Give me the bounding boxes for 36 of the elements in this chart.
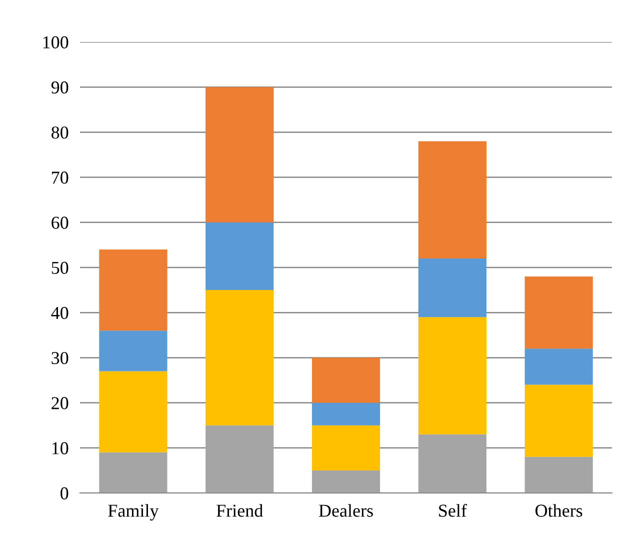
bar xyxy=(418,434,486,493)
y-tick-label: 80 xyxy=(52,126,68,139)
bar xyxy=(524,384,593,457)
bar xyxy=(418,258,486,318)
bar xyxy=(312,470,380,493)
y-tick-label: 0 xyxy=(60,487,68,500)
y-tick-label: 20 xyxy=(52,397,68,410)
x-tick-label: Friend xyxy=(216,504,263,517)
bar xyxy=(312,425,380,470)
bar xyxy=(99,249,168,331)
y-tick-label: 60 xyxy=(52,216,68,229)
y-tick-label: 90 xyxy=(51,81,68,94)
y-tick-label: 100 xyxy=(43,36,68,48)
bar xyxy=(206,290,274,426)
bar xyxy=(524,348,593,385)
bar xyxy=(418,317,486,434)
y-tick-label: 50 xyxy=(52,262,68,274)
y-tick-label: 70 xyxy=(52,172,68,184)
y-tick-label: 10 xyxy=(52,442,68,454)
x-tick-label: Self xyxy=(439,504,467,517)
bar xyxy=(418,141,486,258)
x-tick-label: Others xyxy=(535,504,582,517)
bar xyxy=(99,452,168,493)
x-tick-label: Dealers xyxy=(318,504,373,517)
bar xyxy=(312,402,380,426)
x-tick-label: Family xyxy=(108,504,159,521)
bar xyxy=(206,425,274,493)
y-tick-label: 30 xyxy=(52,352,68,364)
bar xyxy=(206,87,274,222)
bar xyxy=(99,330,168,372)
y-tick-label: 40 xyxy=(51,306,68,320)
bar xyxy=(312,358,380,403)
bar xyxy=(524,276,593,349)
bar xyxy=(206,222,274,290)
bar xyxy=(524,456,593,493)
bar xyxy=(99,371,168,452)
